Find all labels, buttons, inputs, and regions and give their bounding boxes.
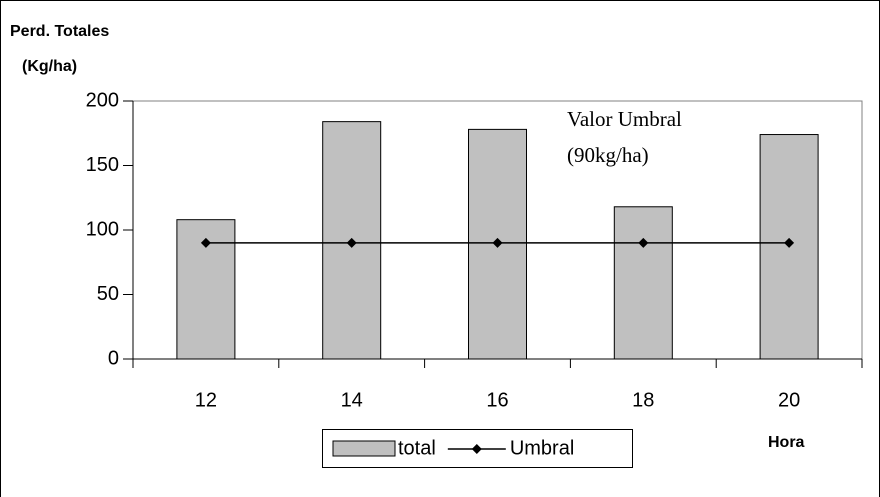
marker: [346, 237, 357, 248]
x-tick-label: 16: [486, 389, 508, 411]
marker: [784, 237, 795, 248]
y-tick-label: 200: [86, 89, 119, 111]
y-axis-label: (Kg/ha): [22, 58, 77, 75]
x-tick-label: 18: [632, 389, 654, 411]
annotation: (90kg/ha): [567, 143, 649, 167]
x-axis-label: Hora: [768, 434, 805, 451]
y-tick-label: 100: [86, 218, 119, 240]
y-tick-label: 50: [97, 283, 119, 305]
x-tick-label: 14: [341, 389, 363, 411]
marker: [638, 237, 649, 248]
annotation: Valor Umbral: [567, 107, 682, 131]
x-tick-label: 12: [195, 389, 217, 411]
marker: [200, 237, 211, 248]
legend-label: total: [398, 437, 436, 459]
legend-swatch: [332, 440, 396, 457]
x-tick-label: 20: [778, 389, 800, 411]
legend-swatch: [471, 444, 482, 454]
legend-label: Umbral: [510, 437, 574, 459]
y-axis-label: Perd. Totales: [10, 23, 109, 40]
marker: [492, 237, 503, 248]
bar: [613, 206, 673, 360]
y-tick-label: 150: [86, 154, 119, 176]
y-tick-label: 0: [108, 347, 119, 369]
